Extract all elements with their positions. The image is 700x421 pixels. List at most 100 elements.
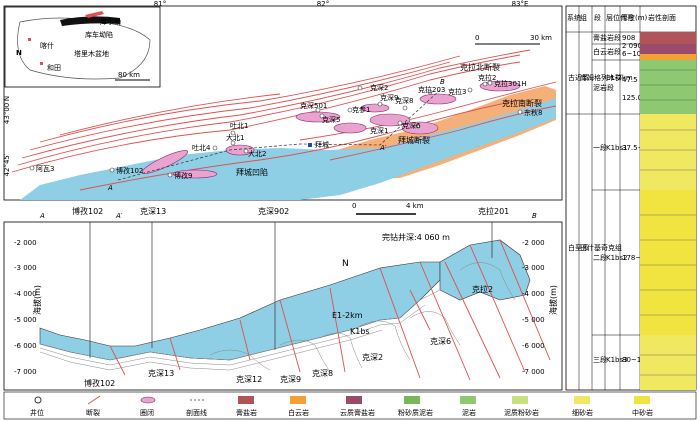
well-label: 阿瓦3: [36, 164, 54, 173]
legend-item: 泥质粉砂岩: [504, 396, 539, 417]
legend-label: 剖面线: [186, 408, 207, 417]
depth-tick: -4 000: [522, 290, 545, 298]
well-label: 克深2: [370, 83, 388, 92]
inset-label: 喀什: [40, 41, 54, 50]
legend-label: 粉砂质泥岩: [398, 408, 433, 417]
section-well-label: 克深12: [236, 375, 262, 384]
lithology-column: [640, 32, 696, 390]
well-label: 克深6: [402, 121, 421, 130]
column-header: 层位代号: [606, 13, 634, 22]
section-faults: [109, 239, 551, 381]
depth-tick: -3 000: [522, 264, 545, 272]
lat-label-43: 43°00′N: [3, 96, 11, 124]
section-end-aprime: A′: [115, 212, 123, 220]
legend-label: 细砂岩: [572, 408, 593, 417]
inset-label: 和田: [47, 63, 61, 72]
right-depth-axis: -2 000 -3 000 -4 000 -5 000 -6 000 -7 00…: [522, 239, 545, 376]
section-top-well: 克深902: [258, 207, 289, 216]
section-north-label: N: [342, 259, 349, 269]
legend-label: 云质膏盐岩: [340, 408, 375, 417]
lon-label-81: 81°: [154, 0, 166, 8]
well-label: 克拉3: [448, 87, 466, 96]
well-label: 克深8: [395, 96, 413, 105]
well-label: 大北1: [226, 133, 244, 142]
section-bottom-well-labels: 博孜102 克深13 克深12 克深9 克深8 克深2 克深6 克拉2: [84, 284, 493, 388]
column-header: 段: [594, 13, 601, 22]
well-label: 克参1: [352, 105, 370, 114]
well-label: 博孜102: [116, 166, 143, 175]
well-label: 东秋8: [524, 108, 542, 117]
section-end-b: B: [532, 212, 537, 220]
kuqa-depression-shape: [60, 16, 120, 26]
thickness-value: 80~100: [622, 356, 650, 364]
well-label: 克拉203: [418, 85, 445, 94]
lower-code: K1bs2: [606, 254, 628, 262]
column-headers: 系统 组 段 层位代号 厚度(m) 岩性剖面: [567, 13, 676, 22]
left-depth-axis: -2 000 -3 000 -4 000 -5 000 -6 000 -7 00…: [14, 239, 37, 376]
inset-label: 库尔勒: [100, 17, 121, 26]
dolomitic-gypsum-icon: [346, 396, 362, 404]
lon-label-83: 83°E: [512, 0, 529, 8]
section-scale-zero: 0: [352, 202, 356, 210]
legend-label: 中砂岩: [632, 408, 653, 417]
lower-group: 巴什基奇克组: [580, 243, 622, 252]
section-end-aprime: A′: [379, 144, 387, 152]
lon-label-82: 82°: [317, 0, 329, 8]
map-scale-zero: 0: [475, 34, 479, 42]
formation-label: K1bs: [350, 327, 370, 336]
column-header: 厚度(m): [621, 13, 648, 22]
well-label: 克拉2: [478, 73, 496, 82]
lat-label-4245: 42°45′: [3, 153, 11, 176]
depth-tick: -2 000: [14, 239, 37, 247]
map-well-labels: 博孜102 博孜9 阿瓦3 吐北1 吐北4 大北1 大北2 克深501 克参1 …: [36, 73, 542, 180]
legend-item: 细砂岩: [572, 396, 593, 417]
inset-label: 塔里木盆地: [74, 49, 109, 58]
legend-label: 井位: [30, 408, 44, 417]
fault-south-label: 克拉南断裂: [502, 98, 542, 108]
location-inset: 库尔勒 库车坳陷 喀什 塔里木盆地 和田 80 km N: [4, 6, 161, 88]
legend-item: 圈闭: [140, 396, 156, 417]
hotan-marker: [40, 62, 43, 65]
section-scale-label: 4 km: [406, 202, 424, 210]
upper-system: 古近系: [568, 73, 589, 82]
well-label: 克深1: [370, 126, 388, 135]
well-icon: [34, 396, 42, 404]
fault-baicheng-label: 拜城断裂: [398, 135, 430, 145]
legend-item: 白云岩: [288, 396, 309, 417]
thickness-value: 908: [622, 34, 635, 42]
depth-tick: -6 000: [14, 342, 37, 350]
well-markers: [29, 80, 523, 178]
well-label: 克深5: [322, 115, 340, 124]
legend-item: 井位: [30, 396, 44, 417]
well-label: 克深501: [300, 101, 327, 110]
argillaceous-siltstone-icon: [512, 396, 528, 404]
inset-scale-label: 80 km: [118, 71, 140, 79]
legend-item: 粉砂质泥岩: [398, 396, 433, 417]
right-ylabel: 海拔(m): [548, 285, 558, 315]
dolomite-icon: [290, 396, 306, 404]
lower-member: 二段: [593, 253, 607, 262]
legend-item: 泥岩: [460, 396, 476, 417]
well-label: 吐北4: [192, 143, 211, 152]
thickness-value: 125.0: [622, 94, 642, 102]
legend-label: 泥岩: [462, 408, 476, 417]
column-header: 系统: [567, 13, 581, 22]
upper-member: 白云岩段: [593, 47, 621, 56]
depth-tick: -4 000: [14, 290, 37, 298]
section-end-b: B: [440, 78, 445, 86]
legend-label: 泥质粉砂岩: [504, 408, 539, 417]
section-well-label: 克深9: [280, 375, 301, 384]
map-scale-label: 30 km: [530, 34, 552, 42]
depth-tick: -6 000: [522, 342, 545, 350]
silty-mudstone-icon: [404, 396, 420, 404]
inset-north-label: N: [16, 49, 22, 57]
city-label: 拜城: [315, 140, 329, 149]
legend-item: 中砂岩: [632, 396, 653, 417]
upper-code: E1-2km: [606, 74, 633, 82]
lower-code: K1bs1: [606, 144, 628, 152]
well-label: 博孜9: [174, 171, 192, 180]
legend: 井位 断裂 圈闭 剖面线 膏盐岩 白云岩 云质膏盐岩 粉砂质泥岩: [3, 391, 697, 420]
fault-north-label: 克拉北断裂: [460, 62, 500, 72]
